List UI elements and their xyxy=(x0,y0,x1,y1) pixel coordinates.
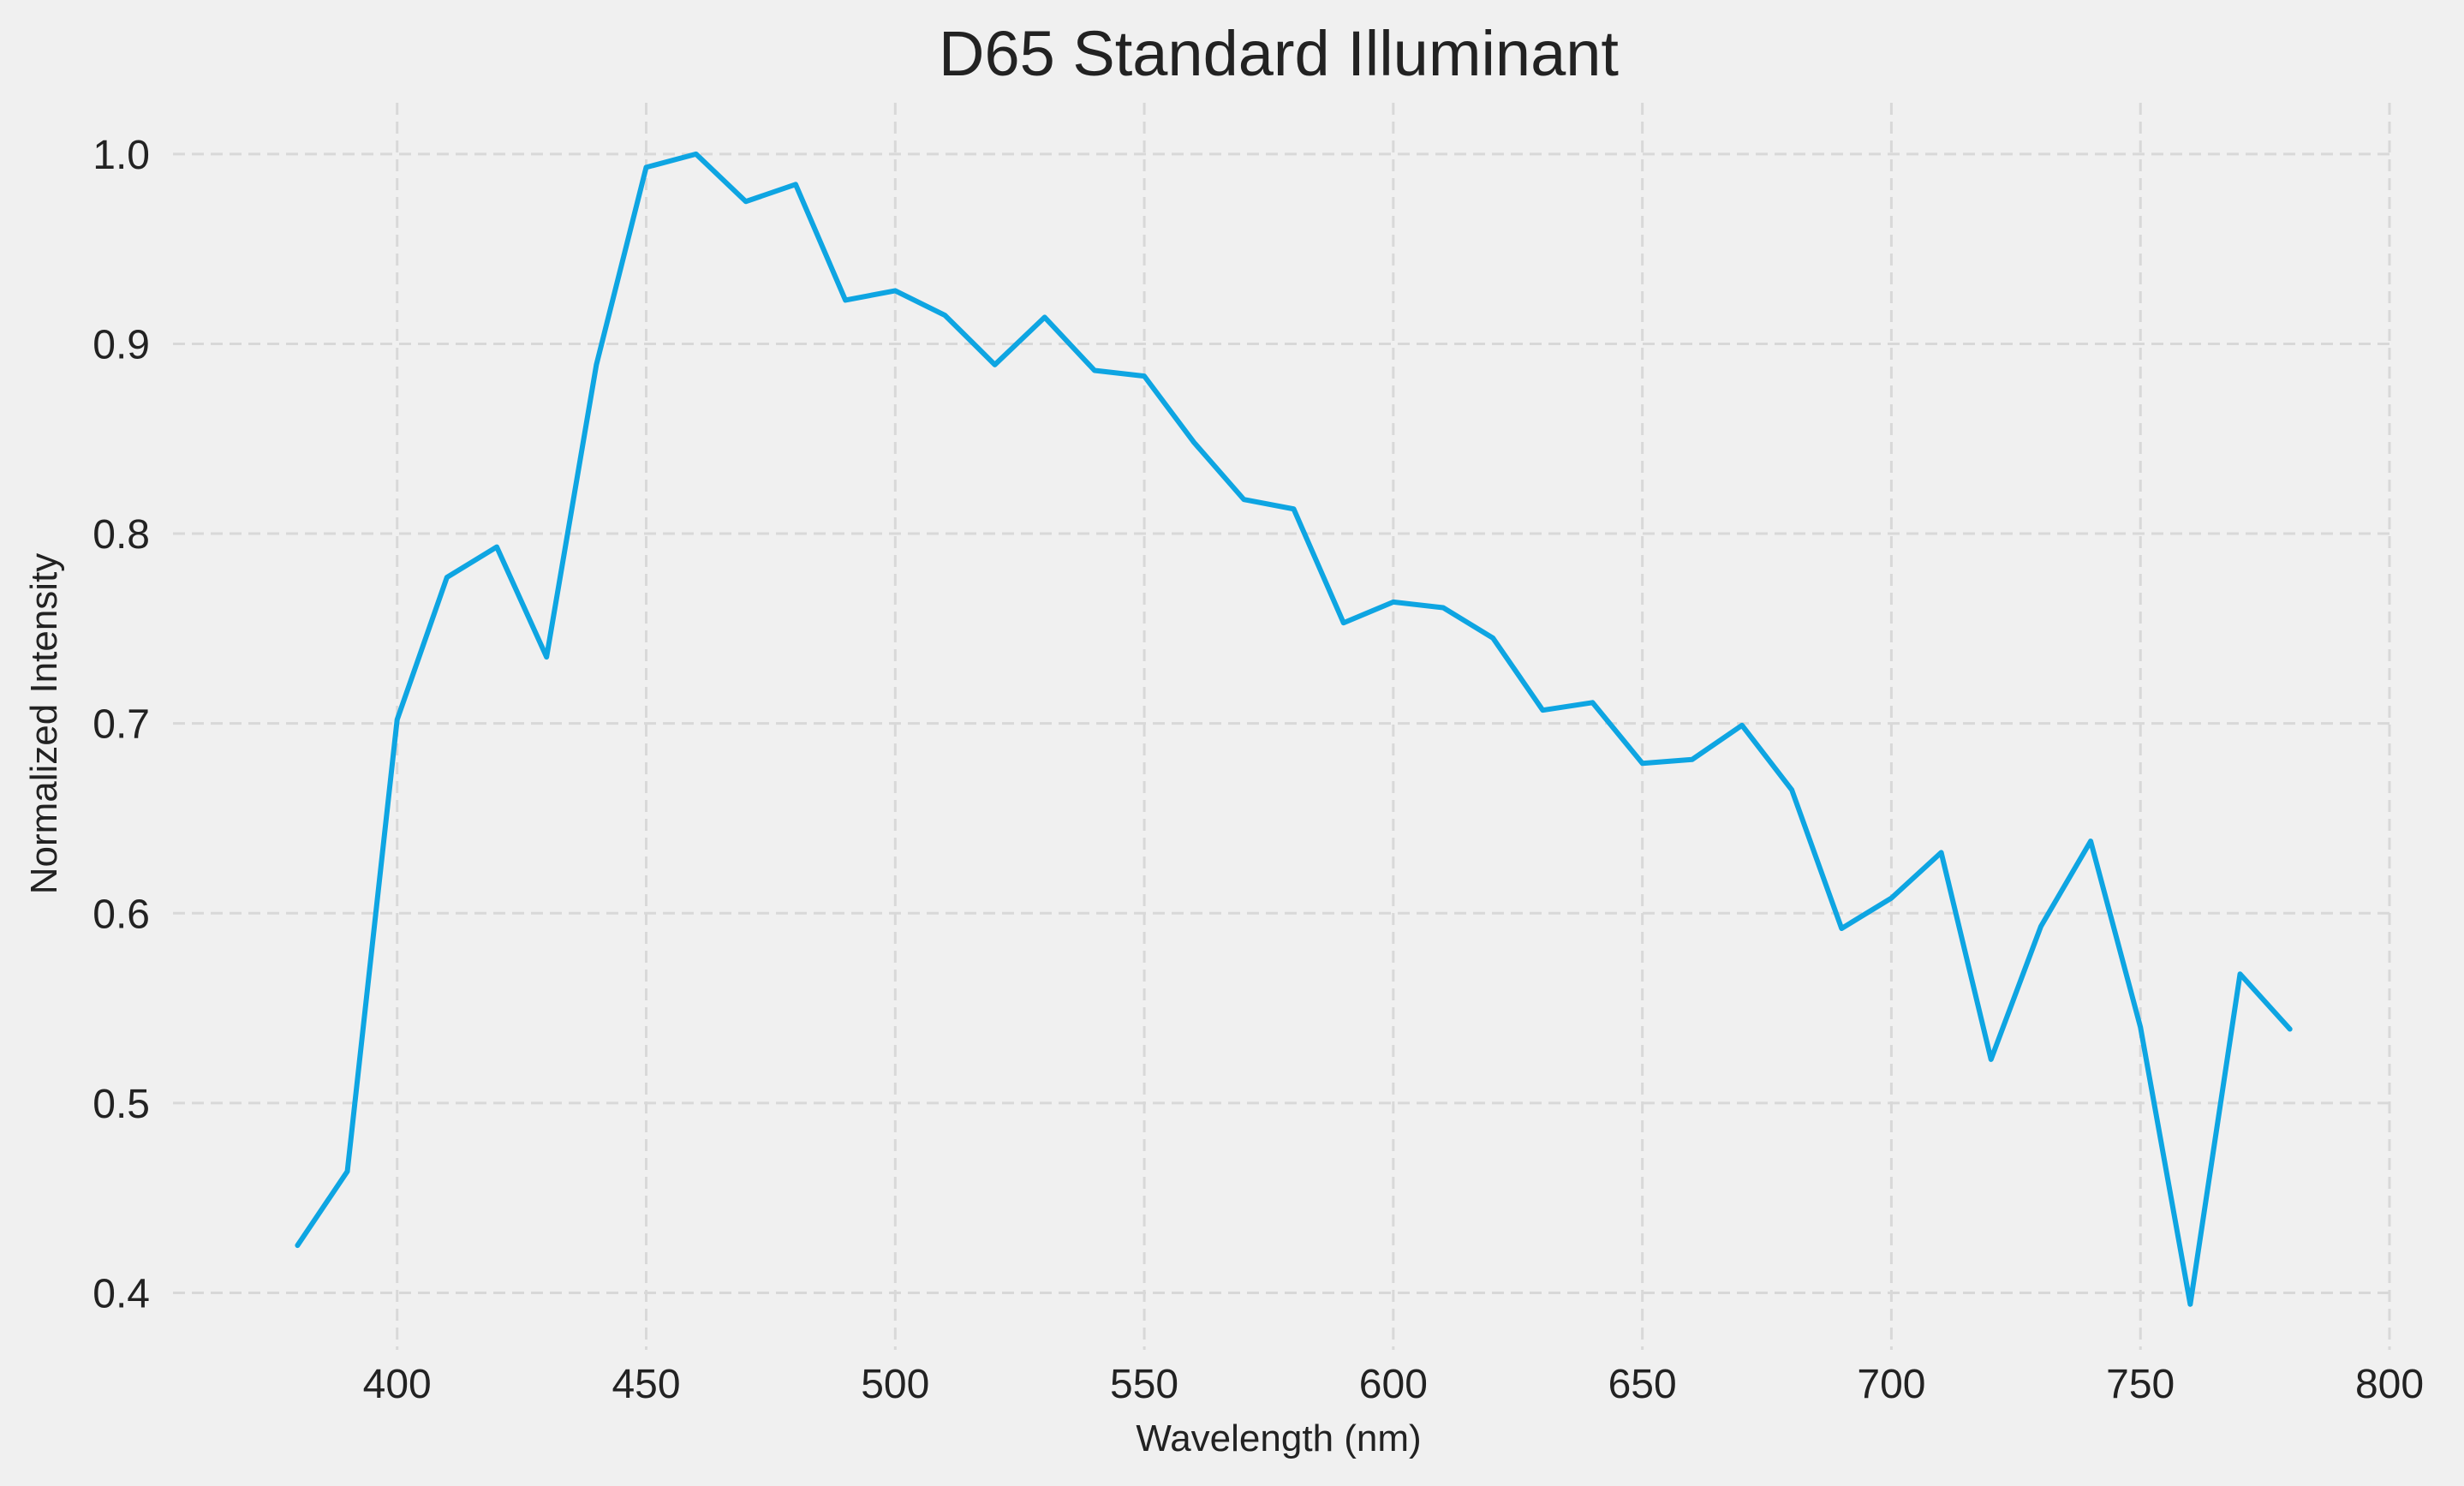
tick-labels: 0.4 0.5 0.6 0.7 0.8 0.9 1.0 400 450 500 550 600 650 7… xyxy=(92,133,2424,1407)
x-tick-label: 800 xyxy=(2355,1362,2424,1407)
x-tick-label: 750 xyxy=(2106,1362,2175,1407)
x-tick-label: 400 xyxy=(363,1362,432,1407)
y-tick-label: 0.5 xyxy=(92,1082,150,1127)
chart-title: D65 Standard Illuminant xyxy=(939,18,1619,89)
series-layer xyxy=(295,151,2293,1307)
x-tick-label: 500 xyxy=(861,1362,929,1407)
y-tick-label: 1.0 xyxy=(92,133,150,178)
grid xyxy=(173,103,2391,1350)
y-tick-label: 0.8 xyxy=(92,512,150,558)
x-tick-label: 650 xyxy=(1608,1362,1677,1407)
x-tick-label: 550 xyxy=(1110,1362,1178,1407)
x-axis-label: Wavelength (nm) xyxy=(1136,1417,1421,1459)
x-tick-label: 450 xyxy=(612,1362,680,1407)
y-tick-label: 0.7 xyxy=(92,702,150,748)
y-tick-label: 0.9 xyxy=(92,322,150,367)
x-tick-label: 600 xyxy=(1359,1362,1428,1407)
x-tick-label: 700 xyxy=(1857,1362,1925,1407)
y-tick-label: 0.6 xyxy=(92,892,150,937)
y-tick-label: 0.4 xyxy=(92,1272,150,1317)
series-line xyxy=(295,151,2293,1307)
y-axis-label: Normalized Intensity xyxy=(23,553,65,895)
